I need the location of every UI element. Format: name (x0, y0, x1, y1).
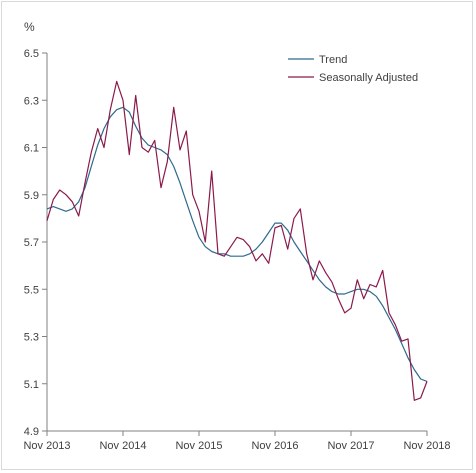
series-line-trend (46, 106, 428, 382)
x-tick-label: Nov 2015 (175, 440, 222, 452)
y-tick-label: 6.5 (24, 48, 39, 60)
y-axis: 6.5 6.3 6.1 5.9 5.7 5.5 5.3 5.1 4.9 (24, 48, 48, 438)
y-tick-label: 4.9 (24, 426, 39, 438)
y-tick-label: 5.7 (24, 237, 39, 249)
series-group (46, 80, 428, 401)
x-tick-label: Nov 2014 (99, 440, 146, 452)
y-tick-label: 5.1 (24, 379, 39, 391)
y-tick-label: 5.5 (24, 284, 39, 296)
legend-label-seasonally-adjusted: Seasonally Adjusted (319, 72, 418, 84)
series-line-seasonally-adjusted (46, 80, 428, 401)
legend: Trend Seasonally Adjusted (288, 54, 418, 84)
y-tick-label: 6.1 (24, 143, 39, 155)
x-tick-label: Nov 2018 (403, 440, 450, 452)
x-axis: Nov 2013 Nov 2014 Nov 2015 Nov 2016 Nov 2017… (23, 430, 451, 452)
x-tick-label: Nov 2016 (251, 440, 298, 452)
y-tick-label: 5.3 (24, 332, 39, 344)
y-tick-label: 6.3 (24, 95, 39, 107)
x-tick-label: Nov 2017 (327, 440, 374, 452)
y-axis-unit-label: % (24, 20, 35, 34)
y-tick-label: 5.9 (24, 190, 39, 202)
legend-label-trend: Trend (319, 54, 347, 66)
x-tick-label: Nov 2013 (23, 440, 70, 452)
